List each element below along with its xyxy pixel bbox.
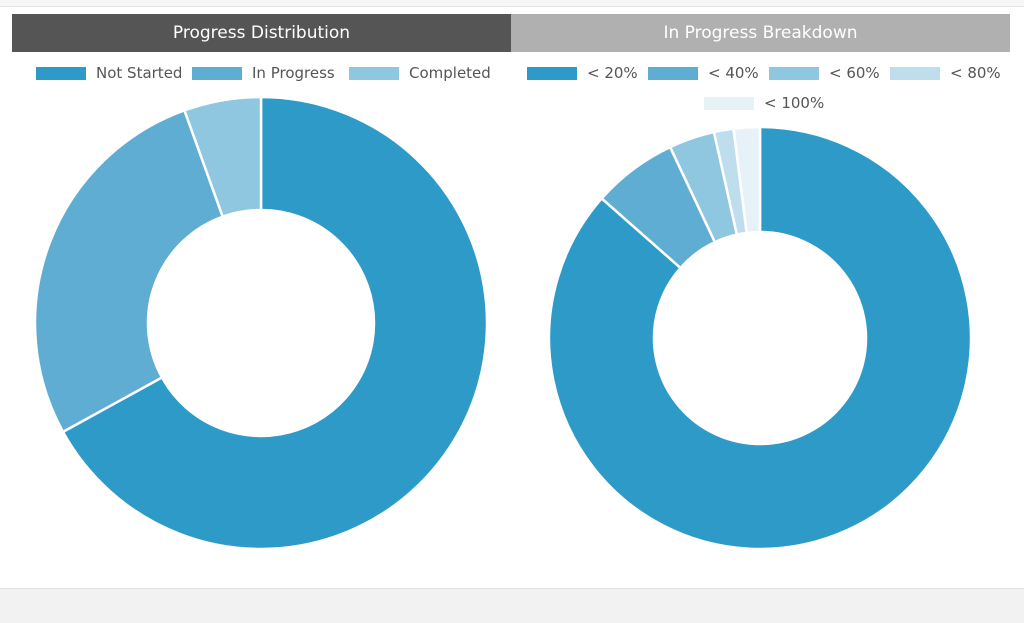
donut-slice-in-progress[interactable] (33, 108, 225, 434)
legend-label: Completed (409, 64, 491, 82)
legend-swatch (704, 96, 754, 110)
tab-progress-distribution[interactable]: Progress Distribution (12, 14, 511, 52)
donut-slice-not-started[interactable] (61, 95, 489, 551)
legend-item-in-progress[interactable]: In Progress (192, 64, 335, 82)
legend-swatch (192, 66, 242, 80)
legend-item-lt-60[interactable]: < 60% (769, 64, 880, 82)
in-progress-breakdown-donut (547, 125, 973, 551)
top-border (0, 0, 1024, 7)
legend-item-not-started[interactable]: Not Started (36, 64, 182, 82)
footer-bar (0, 588, 1024, 623)
legend-swatch (36, 66, 86, 80)
tab-in-progress-breakdown[interactable]: In Progress Breakdown (511, 14, 1010, 52)
donut-slice-completed[interactable] (182, 95, 263, 219)
legend-label: Not Started (96, 64, 183, 82)
legend-swatch (527, 66, 577, 80)
legend-label: < 20% (587, 64, 638, 82)
legend-item-lt-80[interactable]: < 80% (890, 64, 1001, 82)
legend-item-lt-40[interactable]: < 40% (648, 64, 759, 82)
progress-distribution-donut (33, 95, 489, 551)
legend-item-completed[interactable]: Completed (349, 64, 491, 82)
legend-swatch (648, 66, 698, 80)
legend-label: In Progress (252, 64, 335, 82)
legend-label: < 40% (708, 64, 759, 82)
legend-item-lt-20[interactable]: < 20% (527, 64, 638, 82)
legend-item-lt-100[interactable]: < 100% (704, 94, 824, 112)
legend-label: < 60% (829, 64, 880, 82)
legend-label: < 80% (950, 64, 1001, 82)
donut-slice-20[interactable] (547, 125, 973, 551)
legend-label: < 100% (764, 94, 825, 112)
legend-swatch (769, 66, 819, 80)
donut-slice-100[interactable] (732, 125, 762, 235)
legend-swatch (349, 66, 399, 80)
legend-swatch (890, 66, 940, 80)
